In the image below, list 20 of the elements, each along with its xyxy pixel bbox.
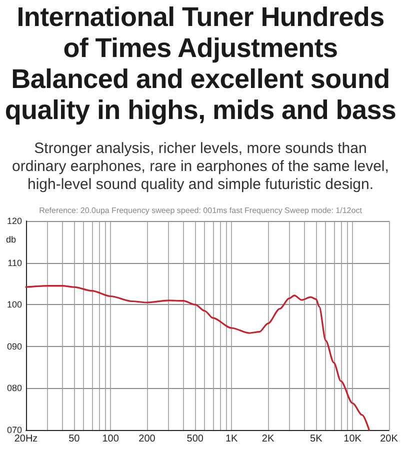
- x-tick-label: 10K: [344, 434, 362, 444]
- x-tick-label: 2K: [262, 434, 274, 444]
- y-tick-label: 090: [6, 341, 22, 352]
- x-tick-label: 1K: [225, 434, 238, 444]
- chart-subtitle: Stronger analysis, richer levels, more sounds than ordinary earphones, rare in earphones of the same level, high-level sound quality and simple futuristic design.: [11, 140, 390, 194]
- x-tick-label: 200: [138, 434, 156, 444]
- x-tick-label: 50: [68, 434, 80, 444]
- y-tick-label: 110: [8, 258, 22, 268]
- y-tick-label: 100: [6, 300, 22, 310]
- y-tick-label: 080: [6, 383, 22, 394]
- x-tick-label: 20K: [380, 434, 398, 444]
- y-axis-title: db: [6, 234, 16, 244]
- y-tick-label: 070: [6, 425, 22, 435]
- x-tick-label: 100: [102, 434, 120, 444]
- x-tick-label: 20Hz: [14, 434, 38, 444]
- text: Reference: 20.0upa Frequency sweep speed: 001ms fast Frequency Sweep mode: 1/12oct: [38, 206, 363, 215]
- x-tick-label: 500: [186, 434, 204, 444]
- chart-title: International Tuner Hundreds of Times Adjustments Balanced and excellent sound quality in highs, mids and bass: [4, 2, 398, 126]
- x-tick-label: 5K: [310, 434, 323, 444]
- y-tick-label: 120: [6, 216, 22, 226]
